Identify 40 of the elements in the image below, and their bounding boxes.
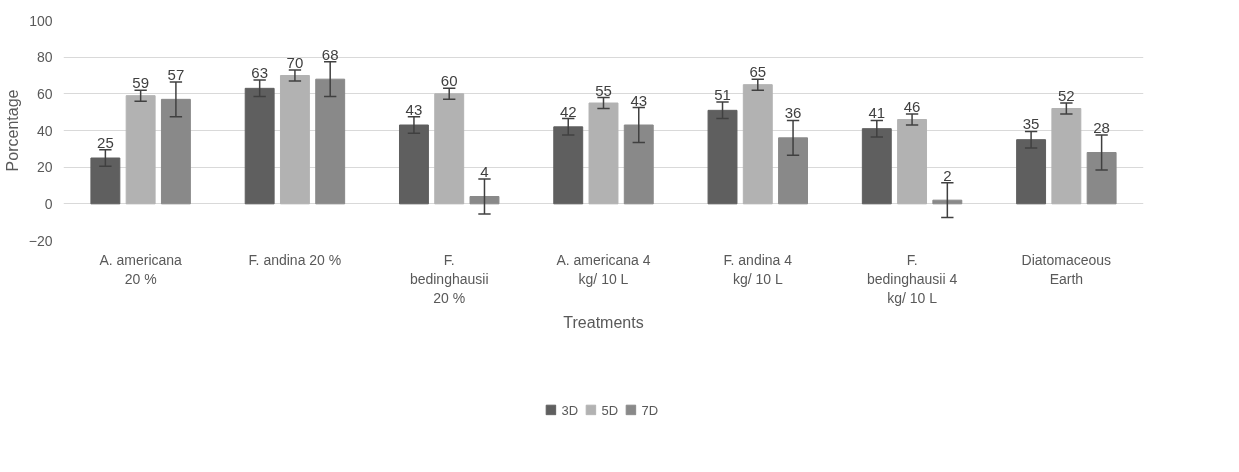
data-label: 46 xyxy=(903,98,921,115)
data-label: 35 xyxy=(1022,115,1040,133)
x-tick-label: A. americana 20 % xyxy=(99,251,183,287)
data-label: 41 xyxy=(868,104,886,122)
data-label: 68 xyxy=(321,45,339,63)
y-tick-label: 100 xyxy=(29,12,53,29)
data-label: 55 xyxy=(595,81,612,99)
data-label: 70 xyxy=(286,54,304,71)
x-tick-label: A. americana 4 kg/ 10 L xyxy=(556,251,651,287)
x-tick-label: F. andina 20 % xyxy=(248,251,342,268)
data-label: 28 xyxy=(1093,119,1110,137)
data-label: 36 xyxy=(784,104,802,122)
data-label: 4 xyxy=(480,163,489,181)
legend-label: 5D xyxy=(601,402,620,417)
y-tick-label: 0 xyxy=(44,195,53,212)
x-tick-label: F. andina 4 kg/ 10 L xyxy=(723,251,793,287)
data-label: 42 xyxy=(559,102,577,120)
y-tick-label: 60 xyxy=(36,85,53,102)
x-axis-title: Treatments xyxy=(563,313,644,331)
x-tick-label: F. bedinghausii 20 % xyxy=(409,251,489,306)
y-tick-label: −20 xyxy=(28,232,53,249)
x-tick-label: Diatomaceous Earth xyxy=(1021,251,1112,287)
data-label: 65 xyxy=(749,63,767,81)
data-label: 43 xyxy=(405,100,423,118)
data-label: 63 xyxy=(251,64,269,82)
data-label: 59 xyxy=(132,74,149,92)
y-axis-title: Porcentage xyxy=(3,89,21,172)
x-tick-label: F. bedinghausii 4 kg/ 10 L xyxy=(866,251,958,306)
data-label: 43 xyxy=(630,91,648,109)
y-tick-label: 20 xyxy=(36,159,53,176)
data-label: 2 xyxy=(943,166,952,184)
data-label: 51 xyxy=(714,86,731,104)
data-label: 60 xyxy=(440,72,458,90)
data-label: 25 xyxy=(97,133,114,151)
data-label: 57 xyxy=(167,65,185,83)
y-tick-label: 40 xyxy=(36,122,53,139)
legend-label: 7D xyxy=(641,402,660,417)
data-label: 52 xyxy=(1058,87,1075,104)
y-tick-label: 80 xyxy=(36,49,53,66)
legend-label: 3D xyxy=(561,402,580,417)
